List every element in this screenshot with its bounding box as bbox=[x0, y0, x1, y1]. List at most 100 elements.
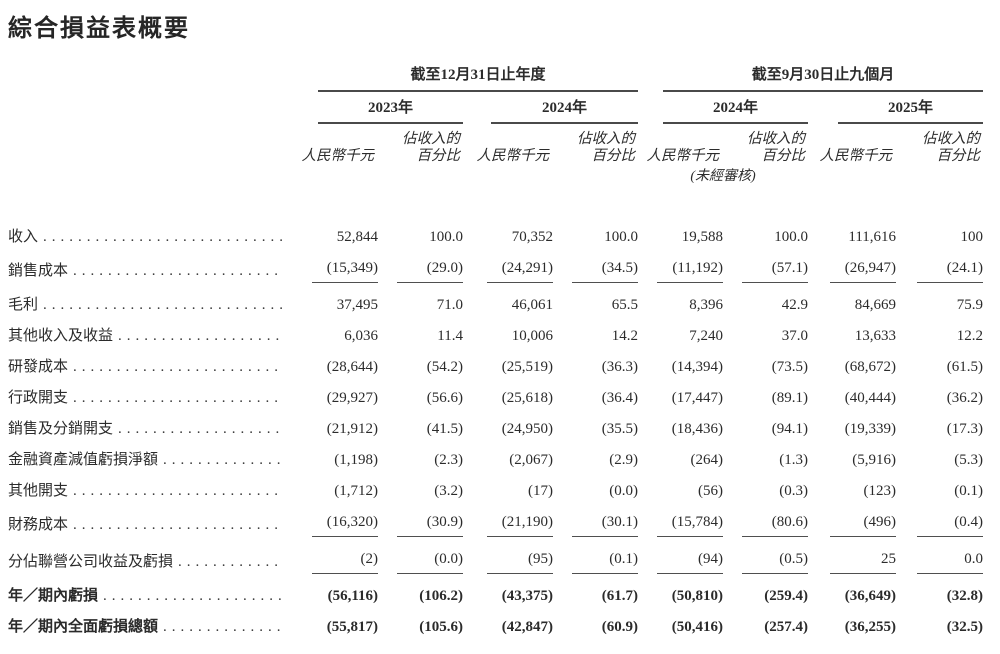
value-cell: 71.0 bbox=[436, 297, 463, 313]
row-label: 年／期內虧損 bbox=[8, 582, 288, 613]
table-header: 截至12月31日止年度 截至9月30日止九個月 2023年 2024年 2024… bbox=[8, 65, 984, 186]
amount-header: 人民幣千元 bbox=[819, 148, 893, 164]
period-group-row: 截至12月31日止年度 截至9月30日止九個月 bbox=[8, 65, 984, 92]
table-row: 銷售及分銷開支 (21,912) (41.5) (24,950) (35.5) (18,4… bbox=[8, 415, 983, 446]
value-cell: (94) bbox=[638, 545, 724, 582]
value-cell: 100.0 bbox=[429, 229, 463, 245]
table-row: 年／期內虧損 (56,116) (106.2) (43,375) (61.7) (50,8… bbox=[8, 582, 983, 613]
year-2024-9m: 2024年 bbox=[638, 92, 809, 124]
row-label: 行政開支 bbox=[8, 384, 288, 415]
value-cell: 37.0 bbox=[781, 328, 809, 344]
subheader-row: 人民幣千元 佔收入的 百分比 人民幣千元 佔收入的 百分比 人民幣千元 佔收入的… bbox=[8, 124, 983, 165]
row-label-text: 年／期內虧損 bbox=[8, 588, 99, 604]
value-cell: 52,844 bbox=[336, 229, 378, 245]
header-spacer bbox=[8, 124, 288, 165]
table-row: 毛利 37,495 71.0 46,061 65.5 8,396 42.9 84,669 75.… bbox=[8, 291, 983, 322]
value-cell: (95) bbox=[463, 545, 553, 582]
unaudited-note: (未經審核) bbox=[690, 169, 756, 184]
value-cell: (35.5) bbox=[601, 421, 639, 437]
value-cell: (30.9) bbox=[378, 508, 463, 545]
value-cell: (36,649) bbox=[844, 588, 897, 604]
value-cell: 0.0 bbox=[896, 545, 984, 582]
table-row: 研發成本 (28,644) (54.2) (25,519) (36.3) (14,394)… bbox=[8, 353, 983, 384]
value-cell: 12.2 bbox=[956, 328, 984, 344]
row-label: 其他開支 bbox=[8, 477, 288, 508]
row-label: 年／期內全面虧損總額 bbox=[8, 613, 288, 644]
row-label-text: 研發成本 bbox=[8, 359, 69, 375]
value-cell: (56,116) bbox=[327, 588, 378, 604]
value-cell: (2,067) bbox=[509, 452, 553, 468]
percent-header: 佔收入的 百分比 bbox=[402, 131, 460, 164]
value-cell: (61.5) bbox=[946, 359, 984, 375]
value-cell: (56) bbox=[698, 483, 724, 499]
value-cell: (73.5) bbox=[771, 359, 809, 375]
value-cell: (0.1) bbox=[954, 483, 984, 499]
dot-leader bbox=[73, 516, 282, 534]
value-cell: (1,712) bbox=[334, 483, 378, 499]
value-cell: (60.9) bbox=[601, 619, 639, 635]
period-header-fy-label: 截至12月31日止年度 bbox=[318, 65, 639, 92]
value-cell: 111,616 bbox=[848, 229, 897, 245]
value-cell: (61.7) bbox=[601, 588, 639, 604]
table-row: 行政開支 (29,927) (56.6) (25,618) (36.4) (17,447)… bbox=[8, 384, 983, 415]
value-cell: (24,950) bbox=[501, 421, 553, 437]
value-cell: (24,291) bbox=[463, 254, 553, 291]
value-cell: 10,006 bbox=[511, 328, 553, 344]
value-cell: (0.3) bbox=[779, 483, 809, 499]
row-label: 銷售成本 bbox=[8, 254, 288, 291]
value-cell: 75.9 bbox=[956, 297, 984, 313]
value-cell: (21,190) bbox=[463, 508, 553, 545]
value-cell: (68,672) bbox=[844, 359, 897, 375]
value-cell: 25 bbox=[808, 545, 897, 582]
header-spacer bbox=[8, 165, 638, 186]
dot-leader bbox=[73, 262, 282, 280]
value-cell: 65.5 bbox=[611, 297, 639, 313]
percent-header: 佔收入的 百分比 bbox=[922, 131, 981, 164]
value-cell: 46,061 bbox=[511, 297, 553, 313]
table-row: 收入 52,844 100.0 70,352 100.0 19,588 100.0 111,6… bbox=[8, 186, 983, 254]
dot-leader bbox=[163, 618, 282, 636]
value-cell: (123) bbox=[863, 483, 897, 499]
value-cell: (5,916) bbox=[852, 452, 897, 468]
value-cell: (34.5) bbox=[553, 254, 639, 291]
value-cell: (18,436) bbox=[671, 421, 724, 437]
row-label-text: 銷售成本 bbox=[8, 263, 69, 279]
value-cell: (80.6) bbox=[723, 508, 809, 545]
value-cell: 11.4 bbox=[437, 328, 463, 344]
value-cell: (25,618) bbox=[501, 390, 553, 406]
year-2025: 2025年 bbox=[808, 92, 984, 124]
value-cell: 37,495 bbox=[336, 297, 378, 313]
value-cell: (15,349) bbox=[288, 254, 378, 291]
value-cell: (56.6) bbox=[426, 390, 463, 406]
value-cell: (17,447) bbox=[671, 390, 724, 406]
value-cell: (11,192) bbox=[638, 254, 724, 291]
table-row: 其他開支 (1,712) (3.2) (17) (0.0) (56) (0.3) (123) (… bbox=[8, 477, 983, 508]
table-row: 年／期內全面虧損總額 (55,817) (105.6) (42,847) (60.9) (… bbox=[8, 613, 983, 644]
value-cell: (32.8) bbox=[946, 588, 984, 604]
value-cell: (94.1) bbox=[771, 421, 809, 437]
period-header-fy: 截至12月31日止年度 bbox=[288, 65, 639, 92]
value-cell: (2.3) bbox=[434, 452, 463, 468]
value-cell: (24.1) bbox=[896, 254, 984, 291]
value-cell: (25,519) bbox=[501, 359, 553, 375]
value-cell: (264) bbox=[690, 452, 724, 468]
value-cell: (105.6) bbox=[419, 619, 463, 635]
row-label-text: 毛利 bbox=[8, 297, 39, 313]
dot-leader bbox=[73, 358, 282, 376]
table-body: 收入 52,844 100.0 70,352 100.0 19,588 100.0 111,6… bbox=[8, 186, 984, 644]
row-label-text: 分佔聯營公司收益及虧損 bbox=[8, 554, 174, 570]
row-label: 財務成本 bbox=[8, 508, 288, 545]
value-cell: (496) bbox=[808, 508, 897, 545]
value-cell: (50,416) bbox=[671, 619, 724, 635]
dot-leader bbox=[103, 587, 282, 605]
year-2023: 2023年 bbox=[288, 92, 463, 124]
value-cell: (19,339) bbox=[844, 421, 897, 437]
amount-header: 人民幣千元 bbox=[301, 148, 375, 164]
table-row: 分佔聯營公司收益及虧損 (2)(0.0)(95)(0.1)(94)(0.5)250… bbox=[8, 545, 984, 582]
dot-leader bbox=[73, 482, 282, 500]
header-spacer bbox=[8, 92, 288, 124]
value-cell: (2) bbox=[288, 545, 378, 582]
value-cell: (57.1) bbox=[723, 254, 809, 291]
dot-leader bbox=[73, 389, 282, 407]
